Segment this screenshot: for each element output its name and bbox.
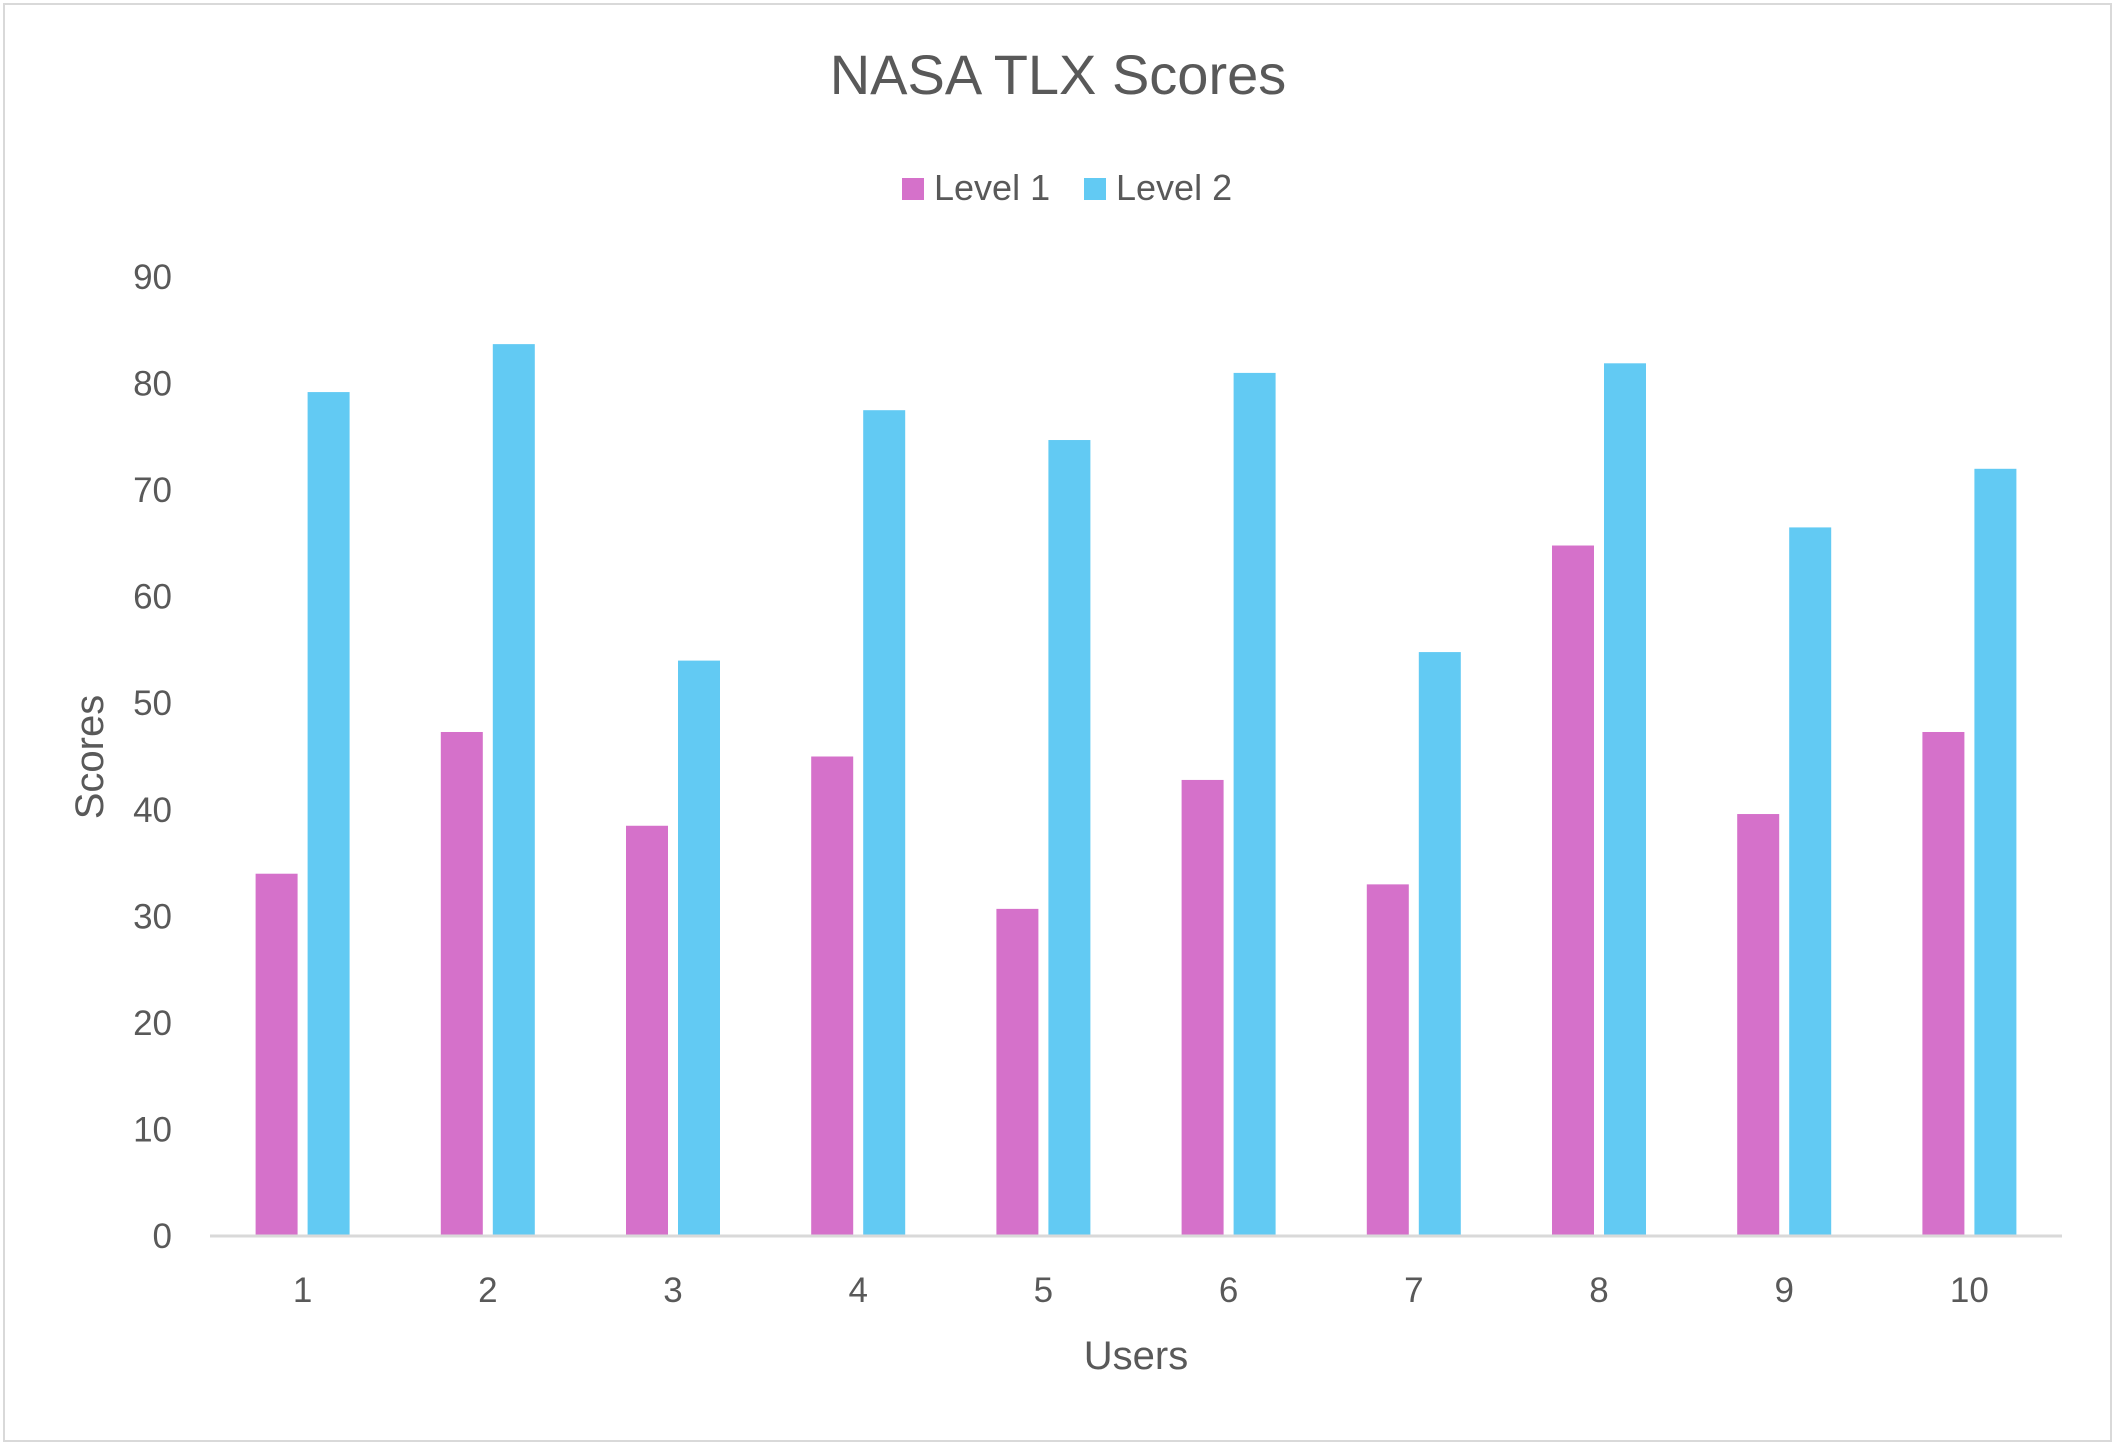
- bar-level-2-user-10: [1974, 468, 2017, 1236]
- x-tick-label: 1: [293, 1271, 312, 1310]
- y-tick-label: 70: [133, 471, 172, 510]
- bar-level-2-user-6: [1233, 372, 1276, 1236]
- y-tick-label: 40: [133, 791, 172, 830]
- x-tick-label: 6: [1219, 1271, 1238, 1310]
- y-tick-label: 50: [133, 684, 172, 723]
- legend-swatch-level-2: [1084, 178, 1106, 200]
- legend-label-level-2: Level 2: [1116, 167, 1232, 208]
- legend: Level 1 Level 2: [902, 167, 1232, 208]
- bar-level-2-user-3: [678, 660, 720, 1236]
- chart-title: NASA TLX Scores: [830, 43, 1287, 106]
- bar-level-2-user-2: [492, 344, 535, 1236]
- x-tick-label: 2: [478, 1271, 497, 1310]
- x-tick-label: 3: [663, 1271, 682, 1310]
- bar-level-2-user-5: [1048, 440, 1091, 1236]
- y-tick-label: 60: [133, 578, 172, 617]
- bar-level-2-user-9: [1789, 527, 1832, 1236]
- bar-level-1-user-8: [1552, 545, 1594, 1236]
- y-tick-label: 80: [133, 365, 172, 404]
- y-tick-label: 0: [153, 1217, 172, 1256]
- x-tick-label: 7: [1404, 1271, 1423, 1310]
- bar-level-1-user-1: [255, 873, 298, 1236]
- bar-level-1-user-4: [811, 756, 854, 1236]
- bar-level-1-user-7: [1366, 884, 1409, 1236]
- bar-level-2-user-4: [863, 410, 906, 1236]
- x-axis-ticks: 1 2 3 4 5 6 7 8 9 10: [293, 1271, 1989, 1310]
- x-tick-label: 4: [848, 1271, 867, 1310]
- y-axis-title: Scores: [68, 695, 112, 820]
- bar-level-1-user-2: [440, 731, 483, 1236]
- y-tick-label: 90: [133, 258, 172, 297]
- bar-level-1-user-5: [996, 908, 1039, 1236]
- x-axis-title: Users: [1084, 1334, 1188, 1378]
- bar-level-1-user-9: [1737, 814, 1780, 1236]
- bar-level-2-user-7: [1418, 652, 1461, 1236]
- y-tick-label: 20: [133, 1004, 172, 1043]
- bar-level-1-user-6: [1181, 779, 1224, 1236]
- legend-swatch-level-1: [902, 178, 924, 200]
- y-tick-label: 10: [133, 1110, 172, 1149]
- bar-level-2-user-8: [1604, 363, 1646, 1236]
- bar-level-1-user-10: [1922, 731, 1965, 1236]
- x-tick-label: 8: [1589, 1271, 1608, 1310]
- y-axis-ticks: 0 10 20 30 40 50 60 70 80 90: [133, 258, 172, 1256]
- bars: [255, 344, 2017, 1237]
- y-tick-label: 30: [133, 897, 172, 936]
- x-tick-label: 5: [1034, 1271, 1053, 1310]
- x-tick-label: 10: [1950, 1271, 1989, 1310]
- bar-level-1-user-3: [626, 825, 668, 1236]
- x-tick-label: 9: [1774, 1271, 1793, 1310]
- legend-label-level-1: Level 1: [934, 167, 1050, 208]
- bar-level-2-user-1: [307, 392, 350, 1237]
